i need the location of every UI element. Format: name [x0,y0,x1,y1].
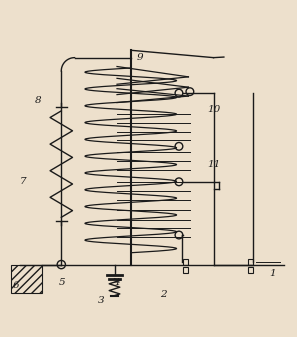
Text: 7: 7 [20,177,26,186]
Bar [183,259,188,265]
Bar [183,267,188,273]
Text: 6: 6 [12,281,19,290]
Text: 11: 11 [208,159,221,168]
Text: 3: 3 [98,296,105,305]
Text: 5: 5 [58,278,65,287]
Bar [11,265,42,293]
Bar [248,259,253,265]
Text: 10: 10 [208,105,221,114]
Text: 1: 1 [270,269,276,278]
Bar [248,267,253,273]
Text: 4: 4 [113,278,120,287]
Text: 9: 9 [137,53,143,62]
Text: 8: 8 [35,96,41,105]
Text: 2: 2 [160,289,167,299]
